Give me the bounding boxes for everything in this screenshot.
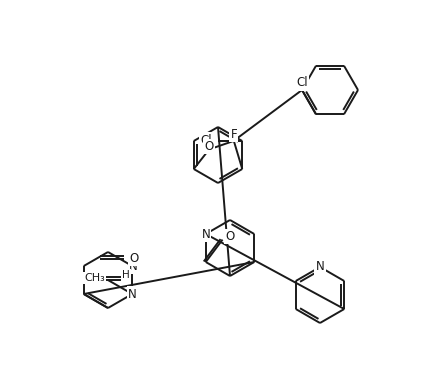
Text: O: O — [204, 140, 214, 153]
Text: Cl: Cl — [200, 133, 212, 147]
Text: N: N — [129, 260, 138, 272]
Text: F: F — [230, 128, 237, 141]
Text: CH₃: CH₃ — [84, 273, 105, 283]
Text: N: N — [201, 228, 210, 241]
Text: N: N — [128, 288, 137, 301]
Text: Cl: Cl — [296, 76, 308, 89]
Text: O: O — [129, 252, 138, 264]
Text: O: O — [89, 272, 99, 285]
Text: H: H — [122, 270, 130, 280]
Text: O: O — [225, 230, 235, 243]
Text: N: N — [316, 261, 324, 274]
